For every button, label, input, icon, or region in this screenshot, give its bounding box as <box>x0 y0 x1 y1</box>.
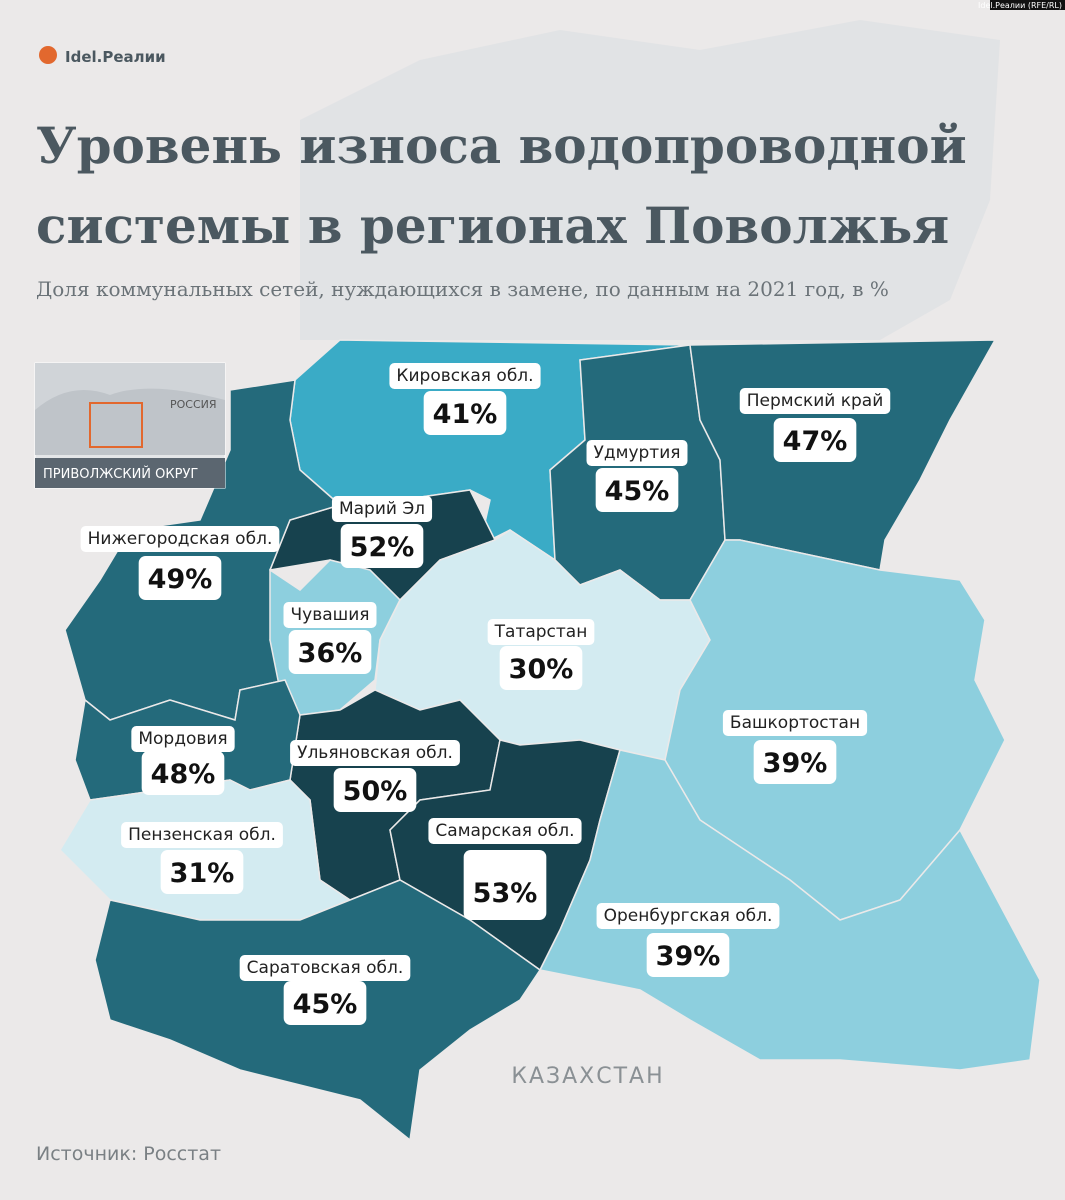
region-value: 52% <box>350 532 415 563</box>
region-label: Самарская обл. 53% <box>428 818 582 920</box>
title-line: системы в регионах Поволжья <box>36 196 949 255</box>
value-box <box>288 630 372 674</box>
value-box <box>753 740 837 784</box>
inset-land <box>35 388 225 455</box>
region-label: Ульяновская обл. 50% <box>290 740 460 812</box>
region-value: 36% <box>298 638 363 669</box>
name-box <box>586 440 688 466</box>
region-name: Мордовия <box>138 729 227 749</box>
region-value: 30% <box>509 654 574 685</box>
region-value: 49% <box>148 564 213 595</box>
region-label: Удмуртия 45% <box>586 440 688 512</box>
name-box <box>722 710 868 736</box>
inset: РОССИЯ ПРИВОЛЖСКИЙ ОКРУГ <box>34 362 226 489</box>
value-box <box>423 391 507 435</box>
labels: Кировская обл. 41% Удмуртия 45% Пермский кра… <box>80 363 891 1025</box>
region-label: Нижегородская обл. 49% <box>80 526 280 600</box>
region-value: 41% <box>433 399 498 430</box>
value-box <box>141 751 225 795</box>
region-value: 50% <box>343 776 408 807</box>
region-value: 39% <box>763 748 828 779</box>
logo-text: Idel.Реалии <box>65 48 166 66</box>
region-label: Оренбургская обл. 39% <box>596 903 780 977</box>
region-name: Пензенская обл. <box>128 825 276 845</box>
value-box <box>499 646 583 690</box>
subtitle: Доля коммунальных сетей, нуждающихся в з… <box>36 277 889 301</box>
name-box <box>131 726 235 752</box>
region-label: Мордовия 48% <box>131 726 235 795</box>
name-box <box>283 602 377 628</box>
credit-band <box>990 0 1065 10</box>
logo-mark <box>39 46 57 64</box>
value-box <box>160 850 244 894</box>
name-box <box>239 955 411 981</box>
title: Уровень износа водопроводной системы в ре… <box>36 116 967 255</box>
region-label: Саратовская обл. 45% <box>239 955 411 1025</box>
region-value: 45% <box>293 989 358 1020</box>
region-value: 45% <box>605 476 670 507</box>
name-box <box>428 818 582 844</box>
name-box <box>80 526 280 552</box>
credit: Idel.Реалии (RFE/RL) <box>978 1 1062 10</box>
region-value: 31% <box>170 858 235 889</box>
region-name: Саратовская обл. <box>247 958 404 978</box>
name-box <box>596 903 780 929</box>
value-box <box>595 468 679 512</box>
logo: Idel.Реалии <box>39 46 166 66</box>
region-name: Нижегородская обл. <box>88 529 273 549</box>
value-box <box>773 418 857 462</box>
value-box <box>283 981 367 1025</box>
region-label: Башкортостан 39% <box>722 710 868 784</box>
value-box <box>138 556 222 600</box>
region-name: Ульяновская обл. <box>297 743 453 763</box>
region-label: Кировская обл. 41% <box>389 363 541 435</box>
inset-band <box>35 458 225 488</box>
value-box <box>463 850 547 920</box>
name-box <box>739 388 891 414</box>
region-name: Кировская обл. <box>396 366 533 386</box>
background-land <box>300 20 1000 340</box>
region-value: 53% <box>473 878 538 909</box>
region-label: Марий Эл 52% <box>331 496 433 568</box>
region-label: Пензенская обл. 31% <box>121 822 283 894</box>
inset-highlight <box>89 402 143 448</box>
inset-district: ПРИВОЛЖСКИЙ ОКРУГ <box>43 466 198 482</box>
source: Источник: Росстат <box>36 1143 221 1165</box>
name-box <box>331 496 433 522</box>
name-box <box>487 619 595 645</box>
name-box <box>121 822 283 848</box>
region-name: Самарская обл. <box>435 821 574 841</box>
value-box <box>333 768 417 812</box>
inset-country: РОССИЯ <box>170 398 217 411</box>
region-name: Марий Эл <box>339 499 425 519</box>
region-label: Чувашия 36% <box>283 602 377 674</box>
region-name: Башкортостан <box>730 713 860 733</box>
value-box <box>340 524 424 568</box>
region-name: Удмуртия <box>594 443 681 463</box>
name-box <box>389 363 541 389</box>
value-box <box>646 933 730 977</box>
region-name: Оренбургская обл. <box>604 906 773 926</box>
name-box <box>290 740 460 766</box>
title-line: Уровень износа водопроводной <box>36 116 967 175</box>
region-name: Чувашия <box>291 605 370 625</box>
neighbor-label: КАЗАХСТАН <box>511 1064 664 1089</box>
region-label: Пермский край 47% <box>739 388 891 462</box>
region <box>538 749 1041 1071</box>
region-name: Татарстан <box>494 622 588 642</box>
region-name: Пермский край <box>747 391 884 411</box>
region-label: Татарстан 30% <box>487 619 595 690</box>
region-value: 47% <box>783 426 848 457</box>
region-value: 39% <box>656 941 721 972</box>
region-value: 48% <box>151 759 216 790</box>
